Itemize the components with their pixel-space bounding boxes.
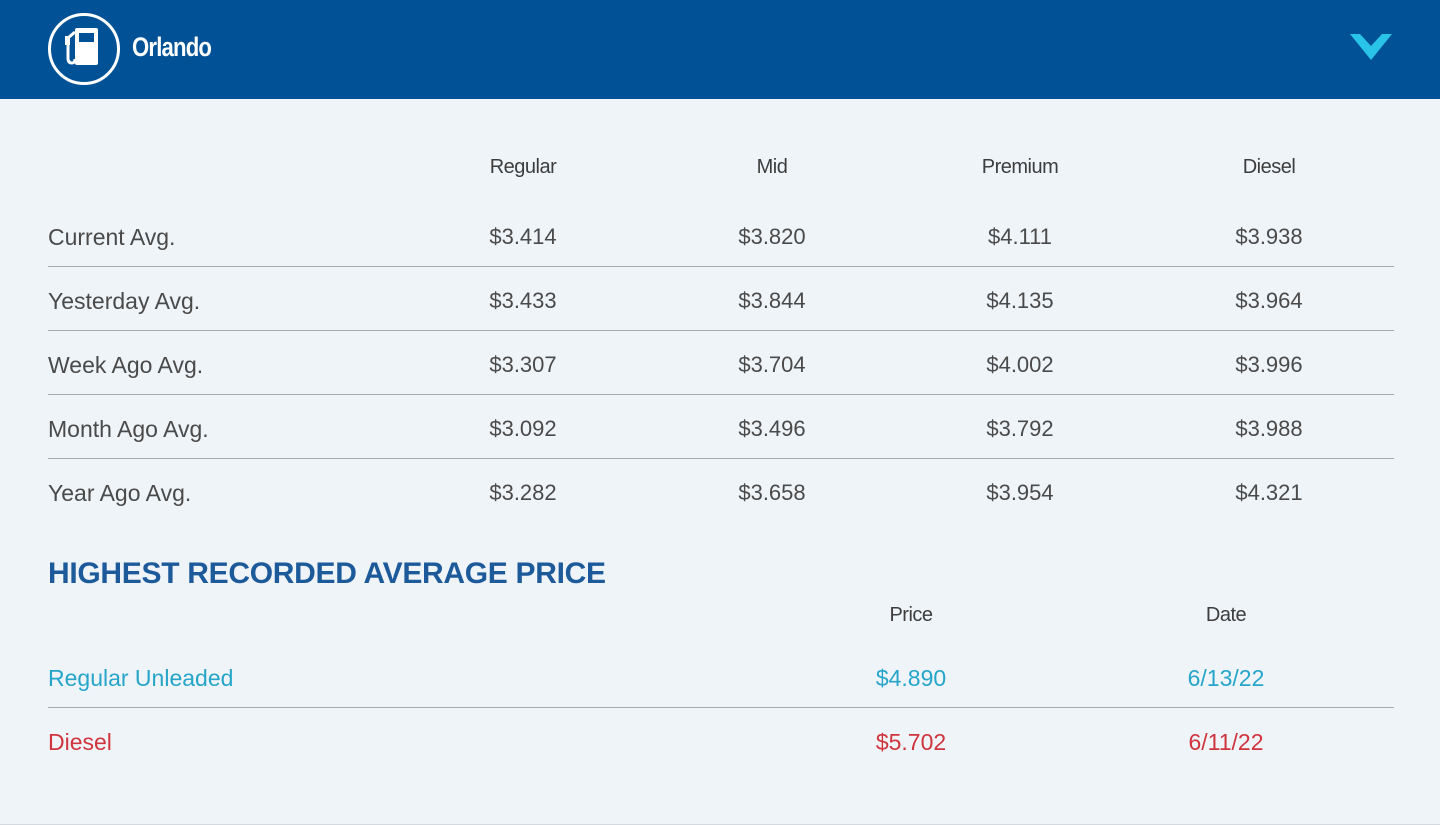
price-cell: $3.996: [1235, 352, 1303, 377]
row-label: Yesterday Avg.: [48, 288, 201, 314]
column-header-premium: Premium: [981, 156, 1059, 178]
record-row-regular: Regular Unleaded $4.890 6/13/22: [48, 643, 1394, 708]
column-header-regular: Regular: [489, 156, 557, 178]
row-label: Week Ago Avg.: [48, 352, 204, 378]
price-cell: $3.092: [489, 416, 557, 441]
price-cell: $3.433: [489, 288, 557, 313]
row-label: Diesel: [48, 729, 112, 755]
record-row-diesel: Diesel $5.702 6/11/22: [48, 707, 1394, 771]
table-row: Current Avg. $3.414 $3.820 $4.111 $3.938: [48, 202, 1394, 267]
row-label: Year Ago Avg.: [48, 480, 192, 506]
column-header-diesel: Diesel: [1242, 156, 1296, 178]
column-header-price: Price: [889, 604, 933, 626]
price-cell: $3.496: [738, 416, 806, 441]
record-date: 6/11/22: [1188, 729, 1264, 755]
chevron-down-icon[interactable]: [1350, 30, 1392, 66]
record-price: $4.890: [875, 665, 947, 691]
record-date: 6/13/22: [1187, 665, 1265, 691]
column-header-date: Date: [1205, 604, 1247, 626]
price-cell: $4.002: [986, 352, 1054, 377]
price-cell: $3.792: [986, 416, 1054, 441]
price-cell: $4.321: [1235, 480, 1303, 505]
gas-pump-icon: [48, 13, 120, 85]
column-header-mid: Mid: [756, 156, 788, 178]
row-label: Month Ago Avg.: [48, 416, 209, 442]
price-cell: $3.844: [738, 288, 806, 313]
header-bar: Orlando: [0, 0, 1440, 99]
price-cell: $3.282: [489, 480, 557, 505]
price-cell: $3.658: [738, 480, 806, 505]
row-label: Regular Unleaded: [48, 665, 234, 691]
table-row: Year Ago Avg. $3.282 $3.658 $3.954 $4.32…: [48, 458, 1394, 522]
table-row: Month Ago Avg. $3.092 $3.496 $3.792 $3.9…: [48, 394, 1394, 459]
section-title: HIGHEST RECORDED AVERAGE PRICE: [48, 557, 606, 590]
price-panel: [0, 99, 1440, 825]
price-cell: $3.938: [1235, 224, 1303, 249]
price-cell: $3.414: [489, 224, 557, 249]
price-cell: $4.135: [986, 288, 1054, 313]
table-row: Yesterday Avg. $3.433 $3.844 $4.135 $3.9…: [48, 266, 1394, 331]
price-cell: $3.954: [986, 480, 1054, 505]
row-label: Current Avg.: [48, 224, 176, 250]
price-cell: $3.704: [738, 352, 806, 377]
city-title: Orlando: [132, 32, 212, 62]
price-cell: $3.307: [489, 352, 557, 377]
record-price: $5.702: [875, 729, 947, 755]
price-cell: $3.988: [1235, 416, 1303, 441]
price-cell: $3.820: [738, 224, 806, 249]
price-cell: $3.964: [1235, 288, 1303, 313]
price-cell: $4.111: [987, 224, 1053, 249]
table-row: Week Ago Avg. $3.307 $3.704 $4.002 $3.99…: [48, 330, 1394, 395]
